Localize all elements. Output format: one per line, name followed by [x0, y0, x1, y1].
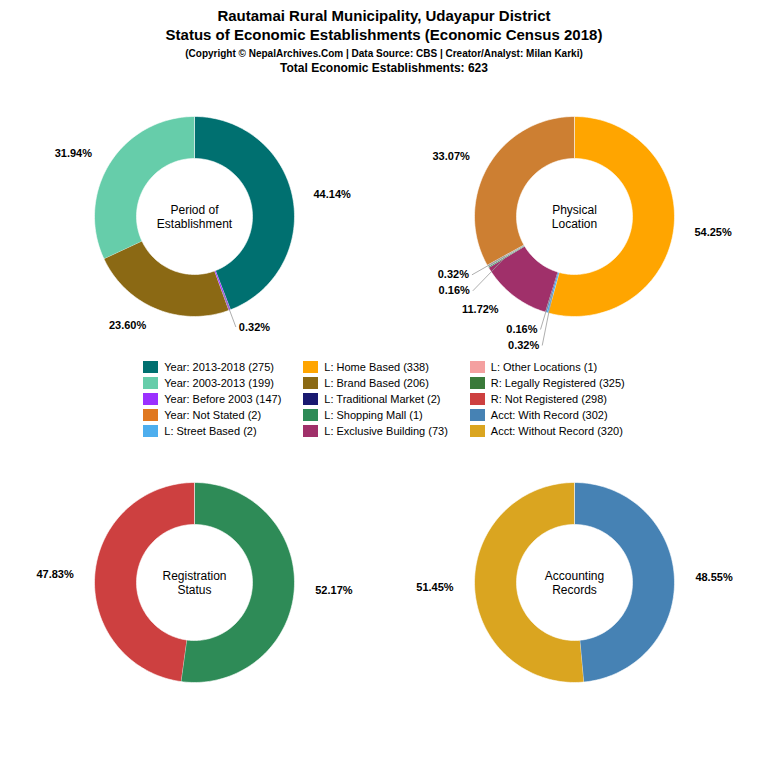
svg-text:RegistrationStatus: RegistrationStatus [162, 569, 226, 597]
svg-text:52.17%: 52.17% [315, 584, 353, 596]
svg-text:54.25%: 54.25% [694, 226, 732, 238]
svg-text:47.83%: 47.83% [36, 568, 74, 580]
html-text:L: Home Based (338): L: Home Based (338) [324, 361, 429, 373]
svg-text:PhysicalLocation: PhysicalLocation [552, 203, 597, 231]
html-text:Acct: Without Record (320): Acct: Without Record (320) [490, 425, 623, 437]
html-text:L: Other Locations (1): L: Other Locations (1) [490, 361, 598, 373]
svg-text:11.72%: 11.72% [462, 303, 499, 315]
html-text:Rautamai Rural Municipality, U: Rautamai Rural Municipality, Udayapur Di… [217, 7, 551, 24]
html-text:L: Traditional Market (2): L: Traditional Market (2) [324, 393, 441, 405]
svg-text:0.32%: 0.32% [239, 321, 270, 333]
svg-text:51.45%: 51.45% [416, 581, 454, 593]
svg-text:33.07%: 33.07% [432, 150, 470, 162]
html-text:R: Legally Registered (325): R: Legally Registered (325) [490, 377, 625, 389]
svg-text:31.94%: 31.94% [55, 147, 93, 159]
html-text:R: Not Registered (298): R: Not Registered (298) [490, 393, 607, 405]
html-text:Year: 2013-2018 (275): Year: 2013-2018 (275) [164, 361, 274, 373]
html-text:Year: 2003-2013 (199): Year: 2003-2013 (199) [164, 377, 274, 389]
html-text:L: Exclusive Building (73): L: Exclusive Building (73) [324, 425, 448, 437]
svg-text:0.16%: 0.16% [439, 284, 470, 296]
html-text:L: Brand Based (206): L: Brand Based (206) [324, 377, 429, 389]
html-text:L: Shopping Mall (1): L: Shopping Mall (1) [324, 409, 423, 421]
svg-text:44.14%: 44.14% [314, 188, 352, 200]
svg-text:23.60%: 23.60% [109, 319, 147, 331]
html-text:(Copyright © NepalArchives.Com: (Copyright © NepalArchives.Com | Data So… [185, 48, 583, 59]
html-text:Acct: With Record (302): Acct: With Record (302) [490, 409, 608, 421]
html-text:Year: Not Stated (2): Year: Not Stated (2) [164, 409, 262, 421]
svg-text:Period ofEstablishment: Period ofEstablishment [157, 203, 233, 231]
svg-text:0.32%: 0.32% [508, 339, 539, 351]
svg-text:0.32%: 0.32% [438, 268, 469, 280]
svg-text:48.55%: 48.55% [695, 571, 733, 583]
html-text:L: Street Based (2): L: Street Based (2) [164, 425, 257, 437]
html-text:Year: Before 2003 (147): Year: Before 2003 (147) [164, 393, 282, 405]
svg-text:AccountingRecords: AccountingRecords [545, 569, 604, 597]
html-text:Status of Economic Establishme: Status of Economic Establishments (Econo… [165, 26, 603, 43]
html-text:Total Economic Establishments:: Total Economic Establishments: 623 [280, 61, 488, 75]
svg-text:0.16%: 0.16% [506, 323, 537, 335]
